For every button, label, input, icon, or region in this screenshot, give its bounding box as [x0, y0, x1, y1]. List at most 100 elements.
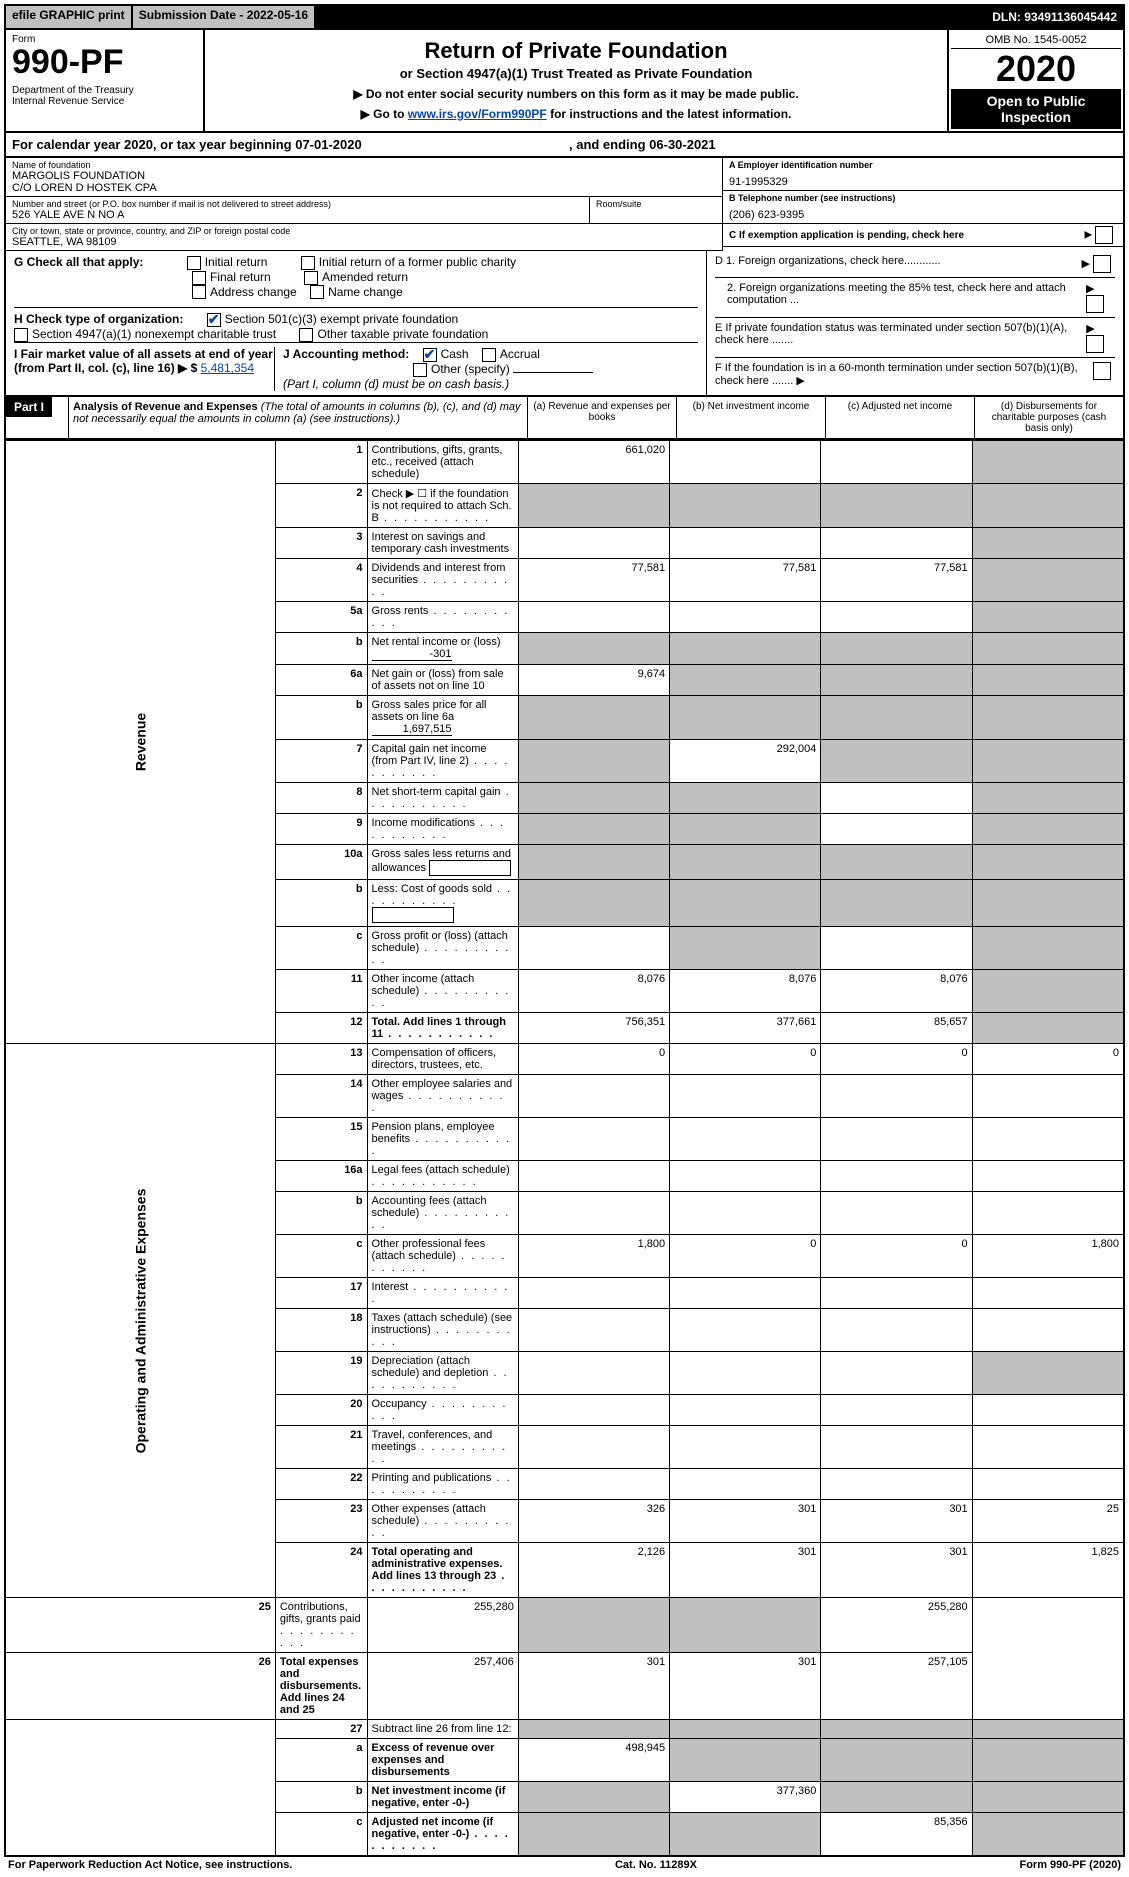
g-initial-return[interactable] — [187, 256, 201, 270]
cell-c — [821, 1782, 972, 1813]
part1-table: Revenue1Contributions, gifts, grants, et… — [4, 440, 1125, 1857]
e-checkbox[interactable] — [1086, 335, 1104, 353]
cell-c: 85,657 — [821, 1013, 972, 1044]
f-checkbox[interactable] — [1093, 362, 1111, 380]
line-desc: Other income (attach schedule) — [367, 970, 518, 1013]
instructions-link[interactable]: www.irs.gov/Form990PF — [408, 107, 547, 121]
cell-b — [670, 927, 821, 970]
line-number: 14 — [275, 1075, 367, 1118]
cell-a: 661,020 — [518, 441, 669, 484]
g-final-return[interactable] — [192, 271, 206, 285]
j-other[interactable] — [413, 363, 427, 377]
cell-d — [972, 441, 1124, 484]
line-desc: Net rental income or (loss) -301 — [367, 633, 518, 665]
cell-c: 8,076 — [821, 970, 972, 1013]
addr-label: Number and street (or P.O. box number if… — [12, 199, 583, 209]
cell-b: 0 — [670, 1235, 821, 1278]
cell-d: 0 — [972, 1044, 1124, 1075]
footer-mid: Cat. No. 11289X — [615, 1859, 697, 1871]
cell-b — [670, 814, 821, 845]
d1-checkbox[interactable] — [1093, 255, 1111, 273]
cell-b: 377,661 — [670, 1013, 821, 1044]
cell-c: 0 — [821, 1044, 972, 1075]
cell-a — [518, 633, 669, 665]
line-number: 20 — [275, 1395, 367, 1426]
cell-c — [821, 1118, 972, 1161]
line-desc: Pension plans, employee benefits — [367, 1118, 518, 1161]
cell-b — [670, 1720, 821, 1739]
line-number: 21 — [275, 1426, 367, 1469]
c-checkbox[interactable] — [1095, 226, 1113, 244]
cell-a — [518, 1813, 669, 1857]
open-public: Open to Public Inspection — [951, 89, 1121, 129]
g-address-change[interactable] — [192, 285, 206, 299]
efile-badge[interactable]: efile GRAPHIC print — [6, 6, 131, 28]
line-number: 26 — [5, 1653, 275, 1720]
line-number: 13 — [275, 1044, 367, 1075]
cell-a — [518, 1309, 669, 1352]
line-desc: Net short-term capital gain — [367, 783, 518, 814]
cell-d — [972, 927, 1124, 970]
h-4947[interactable] — [14, 328, 28, 342]
e-text: E If private foundation status was termi… — [715, 322, 1086, 346]
cell-b: 0 — [670, 1044, 821, 1075]
g-name-change[interactable] — [310, 285, 324, 299]
cell-d — [972, 528, 1124, 559]
cell-c — [821, 845, 972, 880]
cell-c — [821, 1075, 972, 1118]
line-desc: Contributions, gifts, grants, etc., rece… — [367, 441, 518, 484]
line-desc: Less: Cost of goods sold — [367, 880, 518, 927]
cell-b — [670, 633, 821, 665]
line-desc: Taxes (attach schedule) (see instruction… — [367, 1309, 518, 1352]
cell-a — [518, 814, 669, 845]
table-row: Revenue1Contributions, gifts, grants, et… — [5, 441, 1124, 484]
h-501c3[interactable] — [207, 313, 221, 327]
line-number: 2 — [275, 484, 367, 528]
line-number: 8 — [275, 783, 367, 814]
j-accrual[interactable] — [482, 348, 496, 362]
city-value: SEATTLE, WA 98109 — [12, 236, 716, 248]
line-desc: Net investment income (if negative, ente… — [367, 1782, 518, 1813]
line-number: a — [275, 1739, 367, 1782]
cell-a: 498,945 — [518, 1739, 669, 1782]
department: Department of the Treasury Internal Reve… — [12, 85, 197, 107]
tel-label: B Telephone number (see instructions) — [729, 193, 1117, 203]
cell-b: 77,581 — [670, 559, 821, 602]
col-d-header: (d) Disbursements for charitable purpose… — [974, 397, 1123, 438]
form-subtitle: or Section 4947(a)(1) Trust Treated as P… — [211, 66, 941, 81]
line-number: 10a — [275, 845, 367, 880]
line-desc: Interest on savings and temporary cash i… — [367, 528, 518, 559]
form-title: Return of Private Foundation — [211, 38, 941, 64]
g-amended[interactable] — [304, 271, 318, 285]
line-desc: Depreciation (attach schedule) and deple… — [367, 1352, 518, 1395]
cell-d — [972, 602, 1124, 633]
cell-b: 301 — [670, 1500, 821, 1543]
omb-number: OMB No. 1545-0052 — [951, 32, 1121, 49]
line-number: 27 — [275, 1720, 367, 1739]
cell-c — [821, 528, 972, 559]
g-former-public[interactable] — [301, 256, 315, 270]
d2-text: 2. Foreign organizations meeting the 85%… — [715, 282, 1086, 306]
cell-d — [972, 1813, 1124, 1857]
cell-b — [670, 880, 821, 927]
cell-d — [972, 1161, 1124, 1192]
i-value[interactable]: 5,481,354 — [201, 361, 254, 375]
cell-b: 301 — [670, 1543, 821, 1598]
cell-c: 301 — [821, 1543, 972, 1598]
line-desc: Check ▶ ☐ if the foundation is not requi… — [367, 484, 518, 528]
j-cash[interactable] — [423, 348, 437, 362]
cell-a — [518, 1118, 669, 1161]
d2-checkbox[interactable] — [1086, 295, 1104, 313]
line-desc: Dividends and interest from securities — [367, 559, 518, 602]
line-number: 15 — [275, 1118, 367, 1161]
cell-c — [821, 814, 972, 845]
cell-b: 377,360 — [670, 1782, 821, 1813]
part1-badge: Part I — [6, 397, 52, 417]
side-revenue: Revenue — [5, 441, 275, 1044]
h-other-taxable[interactable] — [299, 328, 313, 342]
j-label: J Accounting method: — [283, 347, 409, 361]
line-desc: Gross rents — [367, 602, 518, 633]
cell-a — [518, 1469, 669, 1500]
cell-a — [518, 927, 669, 970]
line-number: c — [275, 1235, 367, 1278]
